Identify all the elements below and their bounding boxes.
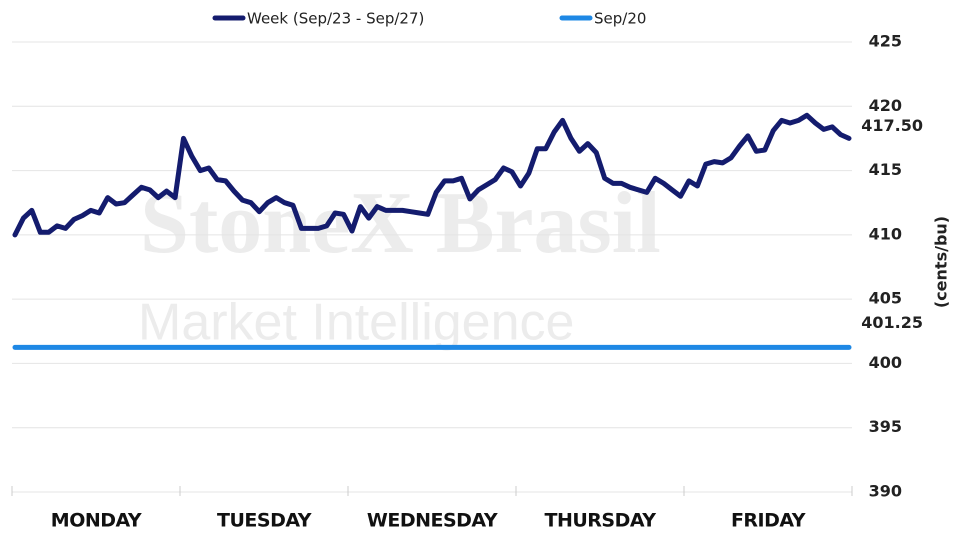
y-tick-label: 400 <box>869 353 902 372</box>
legend-label: Sep/20 <box>594 10 646 28</box>
y-axis-label: (cents/bu) <box>932 216 951 308</box>
watermark: StoneX Brasil <box>140 175 661 272</box>
y-tick-label: 420 <box>869 96 902 115</box>
y-tick-label: 415 <box>869 160 902 179</box>
x-tick-label: TUESDAY <box>217 510 312 532</box>
y-tick-label: 425 <box>869 32 902 51</box>
x-tick-label: MONDAY <box>51 510 142 532</box>
y-tick-label: 405 <box>869 289 902 308</box>
x-tick-label: WEDNESDAY <box>367 510 498 532</box>
legend-label: Week (Sep/23 - Sep/27) <box>247 10 424 28</box>
series-line <box>12 112 852 238</box>
x-tick-label: THURSDAY <box>544 510 656 532</box>
y-tick-label: 390 <box>869 482 902 501</box>
watermark: Market Intelligence <box>138 294 574 352</box>
x-tick-label: FRIDAY <box>731 510 806 532</box>
end-label: 401.25 <box>861 313 923 332</box>
y-tick-label: 410 <box>869 224 902 243</box>
end-label: 417.50 <box>861 116 923 135</box>
y-tick-label: 395 <box>869 417 902 436</box>
